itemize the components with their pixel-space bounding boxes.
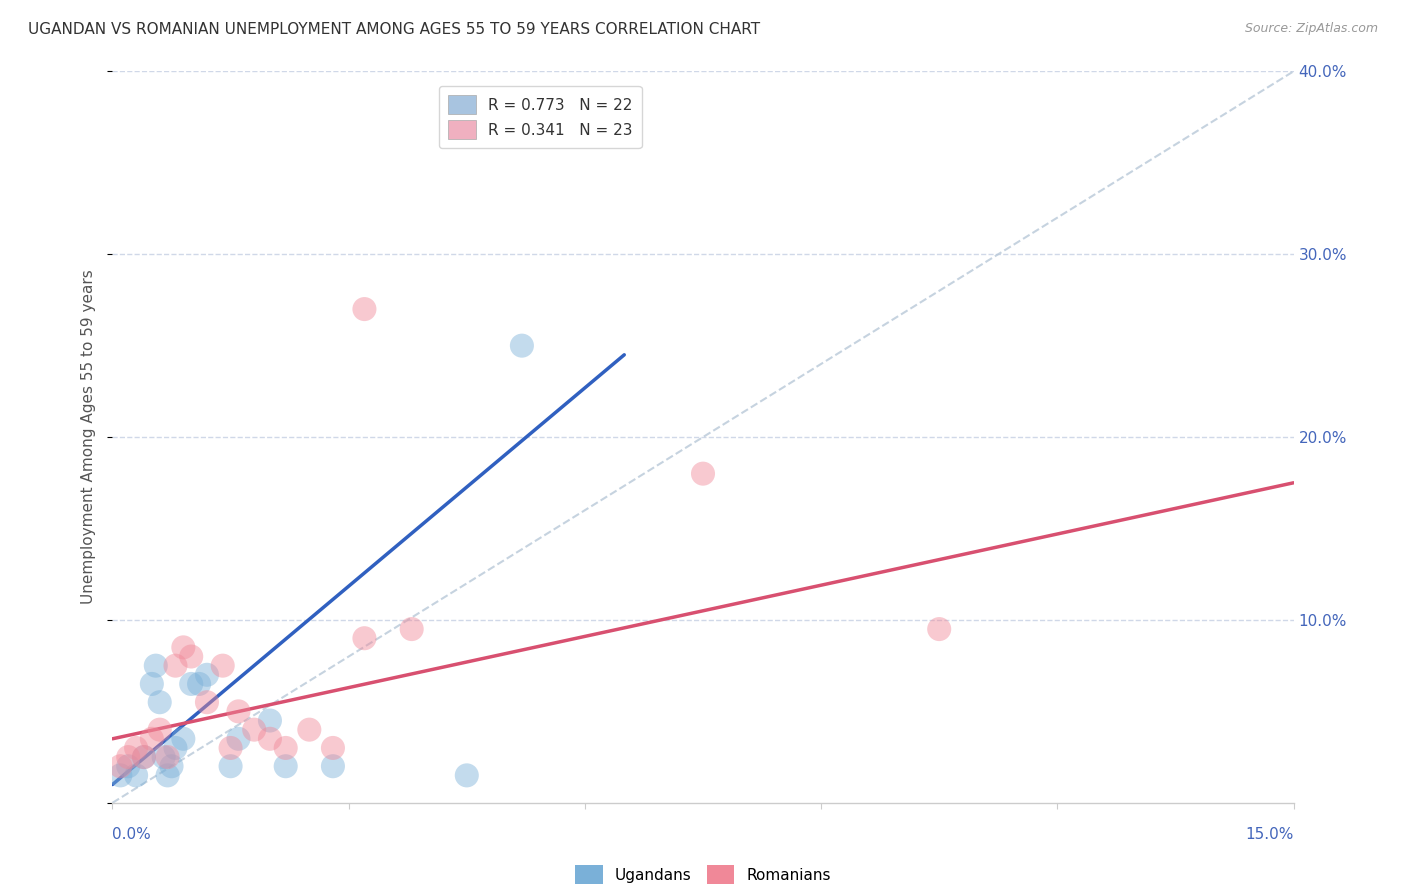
- Point: [188, 677, 211, 691]
- Point: [172, 640, 194, 655]
- Point: [219, 740, 242, 755]
- Point: [149, 695, 172, 709]
- Point: [149, 723, 172, 737]
- Point: [156, 768, 179, 782]
- Point: [125, 740, 148, 755]
- Point: [322, 740, 344, 755]
- Point: [228, 705, 250, 719]
- Point: [298, 723, 321, 737]
- Point: [228, 731, 250, 746]
- Point: [353, 302, 375, 317]
- Point: [145, 658, 167, 673]
- Point: [259, 731, 281, 746]
- Point: [928, 622, 950, 636]
- Point: [243, 723, 266, 737]
- Point: [195, 695, 218, 709]
- Point: [141, 677, 163, 691]
- Text: UGANDAN VS ROMANIAN UNEMPLOYMENT AMONG AGES 55 TO 59 YEARS CORRELATION CHART: UGANDAN VS ROMANIAN UNEMPLOYMENT AMONG A…: [28, 22, 761, 37]
- Point: [125, 768, 148, 782]
- Point: [160, 759, 183, 773]
- Point: [211, 658, 233, 673]
- Point: [259, 714, 281, 728]
- Point: [401, 622, 423, 636]
- Text: 0.0%: 0.0%: [112, 827, 152, 841]
- Point: [132, 750, 155, 764]
- Point: [117, 750, 139, 764]
- Point: [152, 750, 174, 764]
- Legend: Ugandans, Romanians: Ugandans, Romanians: [569, 859, 837, 890]
- Point: [274, 740, 297, 755]
- Point: [172, 731, 194, 746]
- Point: [692, 467, 714, 481]
- Point: [510, 339, 533, 353]
- Y-axis label: Unemployment Among Ages 55 to 59 years: Unemployment Among Ages 55 to 59 years: [80, 269, 96, 605]
- Point: [322, 759, 344, 773]
- Point: [180, 677, 202, 691]
- Point: [195, 667, 218, 681]
- Text: Source: ZipAtlas.com: Source: ZipAtlas.com: [1244, 22, 1378, 36]
- Point: [132, 750, 155, 764]
- Point: [219, 759, 242, 773]
- Point: [456, 768, 478, 782]
- Point: [141, 731, 163, 746]
- Point: [165, 658, 187, 673]
- Text: 15.0%: 15.0%: [1246, 827, 1294, 841]
- Point: [110, 768, 132, 782]
- Point: [117, 759, 139, 773]
- Point: [180, 649, 202, 664]
- Point: [156, 750, 179, 764]
- Point: [353, 632, 375, 646]
- Point: [274, 759, 297, 773]
- Point: [110, 759, 132, 773]
- Point: [165, 740, 187, 755]
